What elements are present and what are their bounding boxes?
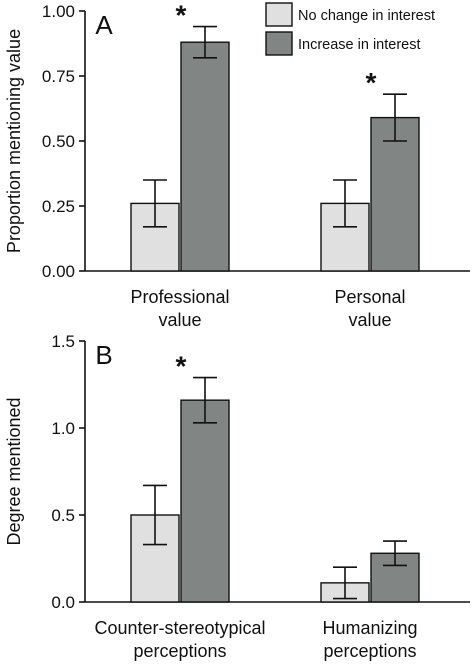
y-tick-label: 1.00 — [42, 2, 75, 21]
y-tick-label: 0.5 — [51, 506, 75, 525]
legend-swatch — [266, 3, 292, 26]
significance-marker: * — [176, 351, 187, 382]
category-label: Personal — [334, 287, 405, 307]
y-axis-label: Degree mentioned — [4, 397, 24, 545]
bar — [181, 42, 229, 271]
category-label: perceptions — [133, 641, 226, 661]
legend: No change in interest Increase in interes… — [266, 3, 435, 55]
category-label: Humanizing — [322, 618, 417, 638]
legend-label: No change in interest — [298, 8, 435, 24]
legend-label: Increase in interest — [298, 37, 421, 53]
y-tick-label: 0.25 — [42, 197, 75, 216]
y-tick-label: 0.75 — [42, 67, 75, 86]
y-tick-label: 0.0 — [51, 593, 75, 612]
category-label: value — [158, 310, 201, 330]
category-label: Counter-stereotypical — [94, 618, 265, 638]
category-label: perceptions — [323, 641, 416, 661]
bar — [181, 400, 229, 602]
panel-B: 0.0 0.5 1.0 1.5 Degree mentioned B * Counter-st… — [4, 332, 470, 661]
y-tick-label: 0.50 — [42, 132, 75, 151]
category-label: value — [348, 310, 391, 330]
y-tick-label: 0.00 — [42, 262, 75, 281]
significance-marker: * — [176, 0, 187, 31]
chart-panels: 0.00 0.25 0.50 0.75 1.00 Proportion mentionin… — [4, 0, 470, 661]
legend-swatch — [266, 32, 292, 55]
category-label: Professional — [130, 287, 229, 307]
panel-label: B — [95, 340, 112, 370]
panel-label: A — [95, 10, 113, 40]
y-axis-label: Proportion mentioning value — [4, 29, 24, 253]
y-tick-label: 1.0 — [51, 419, 75, 438]
y-tick-label: 1.5 — [51, 332, 75, 351]
significance-marker: * — [366, 67, 377, 98]
